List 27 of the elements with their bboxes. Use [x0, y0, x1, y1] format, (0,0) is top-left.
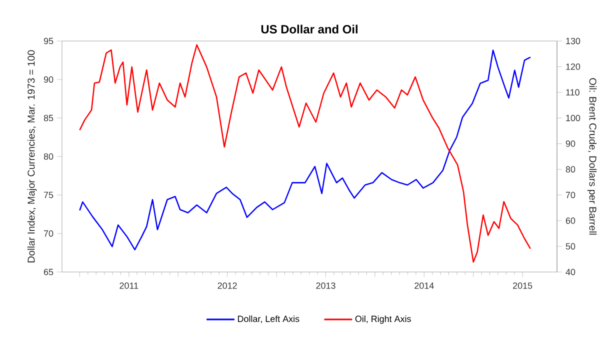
y-tick-label: 90 [44, 76, 54, 83]
x-tick-label: 2015 [513, 282, 532, 289]
y2-tick-label: 90 [566, 140, 576, 147]
y-tick-label: 95 [44, 38, 54, 44]
x-tick-label: 2011 [120, 282, 138, 289]
y2-tick-label: 40 [566, 268, 576, 276]
y-axis-title: Dollar Index, Major Currencies, Mar. 1973 = 100 [27, 50, 37, 262]
y2-axis-title: Oil: Brent Crude, Dollars per Barrell [587, 78, 597, 235]
legend-label: Oil, Right Axis [355, 315, 411, 324]
x-tick-label: 2013 [316, 282, 336, 289]
y2-tick-label: 70 [566, 192, 576, 198]
y2-tick-label: 120 [566, 63, 580, 70]
x-tick-label: 2012 [218, 282, 237, 289]
y-tick-label: 85 [44, 114, 54, 122]
y-tick-label: 65 [44, 268, 54, 276]
y2-tick-label: 130 [566, 38, 580, 44]
y-tick-label: 75 [44, 192, 54, 198]
y2-tick-label: 50 [566, 243, 576, 250]
x-tick-label: 2014 [414, 282, 434, 289]
y2-tick-label: 100 [566, 114, 580, 122]
chart-title: US Dollar and Oil [261, 24, 358, 34]
y-tick-label: 70 [44, 230, 54, 237]
y2-tick-label: 60 [566, 217, 576, 224]
y2-tick-label: 110 [566, 89, 580, 96]
y2-tick-label: 80 [566, 166, 576, 173]
y-tick-label: 80 [44, 153, 54, 160]
legend-label: Dollar, Left Axis [238, 315, 300, 324]
